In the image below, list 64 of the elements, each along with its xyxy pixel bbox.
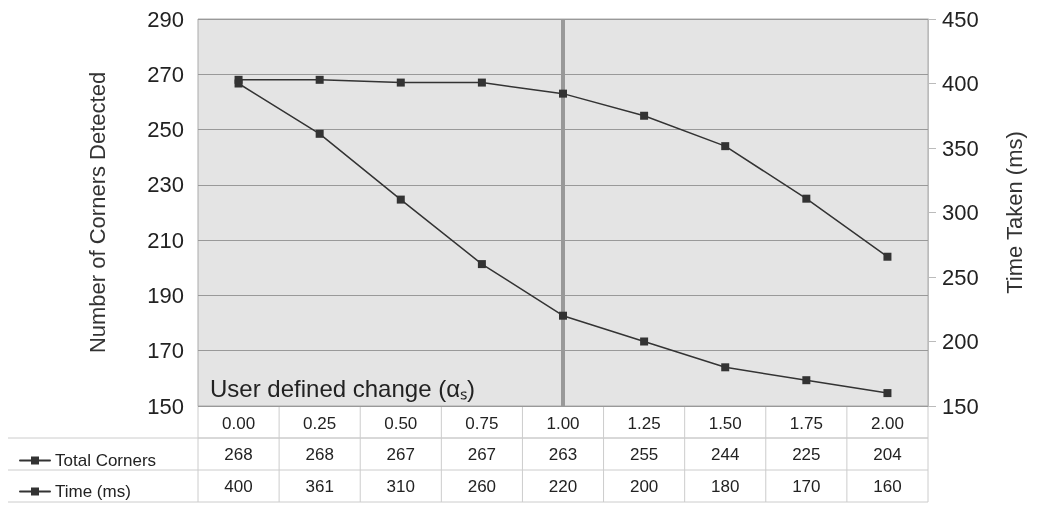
x-tick-label: 1.00 [546,414,580,433]
x-tick-label: 0.00 [222,414,256,433]
data-label: 225 [792,444,821,464]
y2-axis-title: Time Taken (ms) [1001,131,1027,294]
data-label: 400 [224,476,253,496]
point [721,142,730,151]
data-label: 255 [629,444,659,464]
y-tick-label: 250 [147,117,184,143]
point [315,75,324,84]
data-label: 170 [792,476,821,496]
point [883,252,892,261]
point [396,78,405,87]
x-tick-label: 2.00 [870,414,904,433]
y2-tick-label: 150 [942,393,979,419]
data-label: 200 [629,476,659,496]
x-tick-label: 1.75 [789,414,823,433]
point [802,194,811,203]
y2-tick-label: 450 [942,6,979,32]
y-tick-label: 270 [147,61,184,87]
y-tick-label: 230 [147,172,184,198]
data-label: 244 [711,444,740,464]
data-label: 260 [467,476,497,496]
data-label: 310 [386,476,415,496]
y-tick-label: 210 [147,227,184,253]
point [559,89,567,98]
point [234,79,243,88]
x-tick-label: 1.50 [708,414,742,433]
point [640,111,649,120]
data-label: 263 [548,444,578,464]
y2-tick-label: 400 [942,71,979,96]
y-tick-label: 170 [147,338,184,364]
point [477,260,486,269]
data-label: 267 [467,444,497,464]
x-tick-label: 0.50 [384,414,418,433]
y2-tick-label: 250 [942,264,979,290]
data-label: 204 [873,444,902,464]
point [477,78,486,87]
y2-tick-label: 300 [942,200,979,225]
x-tick-label: 1.25 [627,414,661,433]
data-label: 267 [386,444,415,464]
data-label: 160 [873,476,902,496]
data-label: 180 [711,476,740,496]
point [315,129,324,138]
y2-tick-label: 200 [942,329,979,354]
legend-label: Total Corners [55,451,157,470]
point [883,389,892,398]
data-label: 268 [224,444,253,464]
y-tick-label: 290 [147,6,184,32]
point [721,363,730,372]
point [640,337,649,346]
y-tick-label: 150 [147,393,184,419]
point [802,376,811,385]
y-axis-title: Number of Corners Detected [84,71,110,354]
data-label: 361 [305,476,334,496]
x-tick-label: 0.25 [303,414,337,433]
y2-tick-label: 350 [942,135,979,161]
y-tick-label: 190 [147,282,184,308]
legend-label: Time (ms) [55,482,131,501]
point [396,195,405,204]
x-tick-label: 0.75 [465,414,499,433]
x-axis-title: User defined change (αₛ) [210,374,476,402]
data-label: 220 [548,476,578,496]
data-label: 268 [305,444,334,464]
point [559,311,567,320]
